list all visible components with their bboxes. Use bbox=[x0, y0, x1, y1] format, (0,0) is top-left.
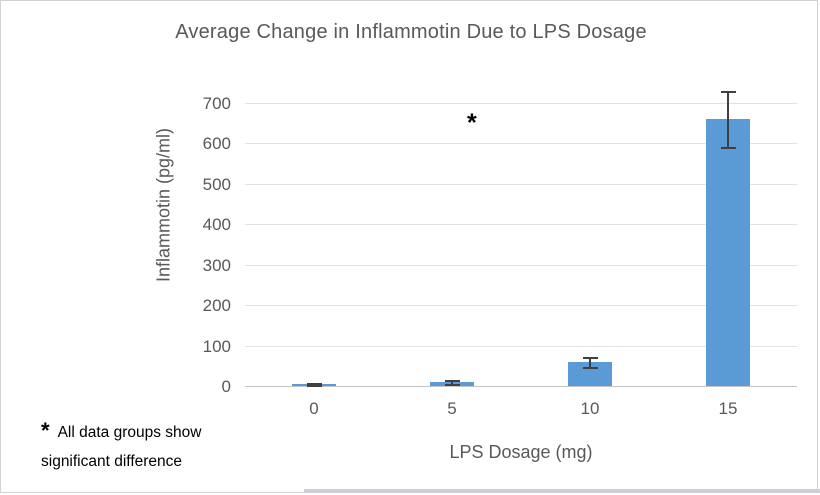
y-tick-label: 200 bbox=[202, 296, 231, 316]
annotation-line1: * All data groups show bbox=[41, 418, 202, 443]
error-bar bbox=[727, 91, 729, 149]
significance-annotation: * All data groups show significant differ… bbox=[41, 416, 201, 476]
x-tick-label: 15 bbox=[718, 399, 738, 418]
error-bar-cap bbox=[720, 90, 736, 93]
x-axis-title: LPS Dosage (mg) bbox=[449, 442, 593, 462]
gridline bbox=[245, 264, 797, 266]
error-bar-cap bbox=[306, 382, 322, 385]
significance-asterisk: * bbox=[467, 109, 477, 137]
error-bar bbox=[589, 357, 591, 368]
y-tick-label: 600 bbox=[202, 134, 231, 154]
chart-title: Average Change in Inflammotin Due to LPS… bbox=[175, 21, 647, 43]
error-bar-cap bbox=[582, 367, 598, 369]
x-tick-label: 0 bbox=[309, 399, 319, 418]
gridline bbox=[245, 224, 797, 226]
gridline bbox=[245, 183, 797, 185]
y-tick-label: 100 bbox=[202, 336, 231, 356]
annotation-asterisk: * bbox=[41, 418, 50, 443]
y-tick-label: 700 bbox=[202, 94, 231, 113]
gridline bbox=[245, 143, 797, 145]
bar-15 bbox=[706, 119, 750, 386]
x-axis-line bbox=[245, 386, 797, 387]
x-tick-label: 5 bbox=[447, 399, 457, 418]
gridline bbox=[245, 103, 797, 104]
bottom-edge-strip bbox=[304, 489, 820, 493]
y-tick-label: 300 bbox=[202, 255, 231, 275]
error-bar bbox=[313, 383, 315, 387]
annotation-line2: significant difference bbox=[41, 453, 183, 470]
gridline bbox=[245, 305, 797, 307]
x-tick-label: 10 bbox=[580, 399, 600, 418]
error-bar-cap bbox=[582, 356, 598, 359]
y-tick-label: 400 bbox=[202, 215, 231, 235]
plot-area bbox=[245, 90, 797, 387]
error-bar-cap bbox=[720, 147, 736, 150]
error-bar-cap bbox=[444, 383, 460, 386]
error-bar-cap bbox=[444, 380, 460, 383]
y-tick-label: 0 bbox=[221, 377, 231, 396]
error-bar bbox=[451, 381, 453, 385]
gridline bbox=[245, 345, 797, 347]
error-bar-cap bbox=[306, 385, 322, 387]
y-tick-label: 500 bbox=[202, 174, 231, 194]
